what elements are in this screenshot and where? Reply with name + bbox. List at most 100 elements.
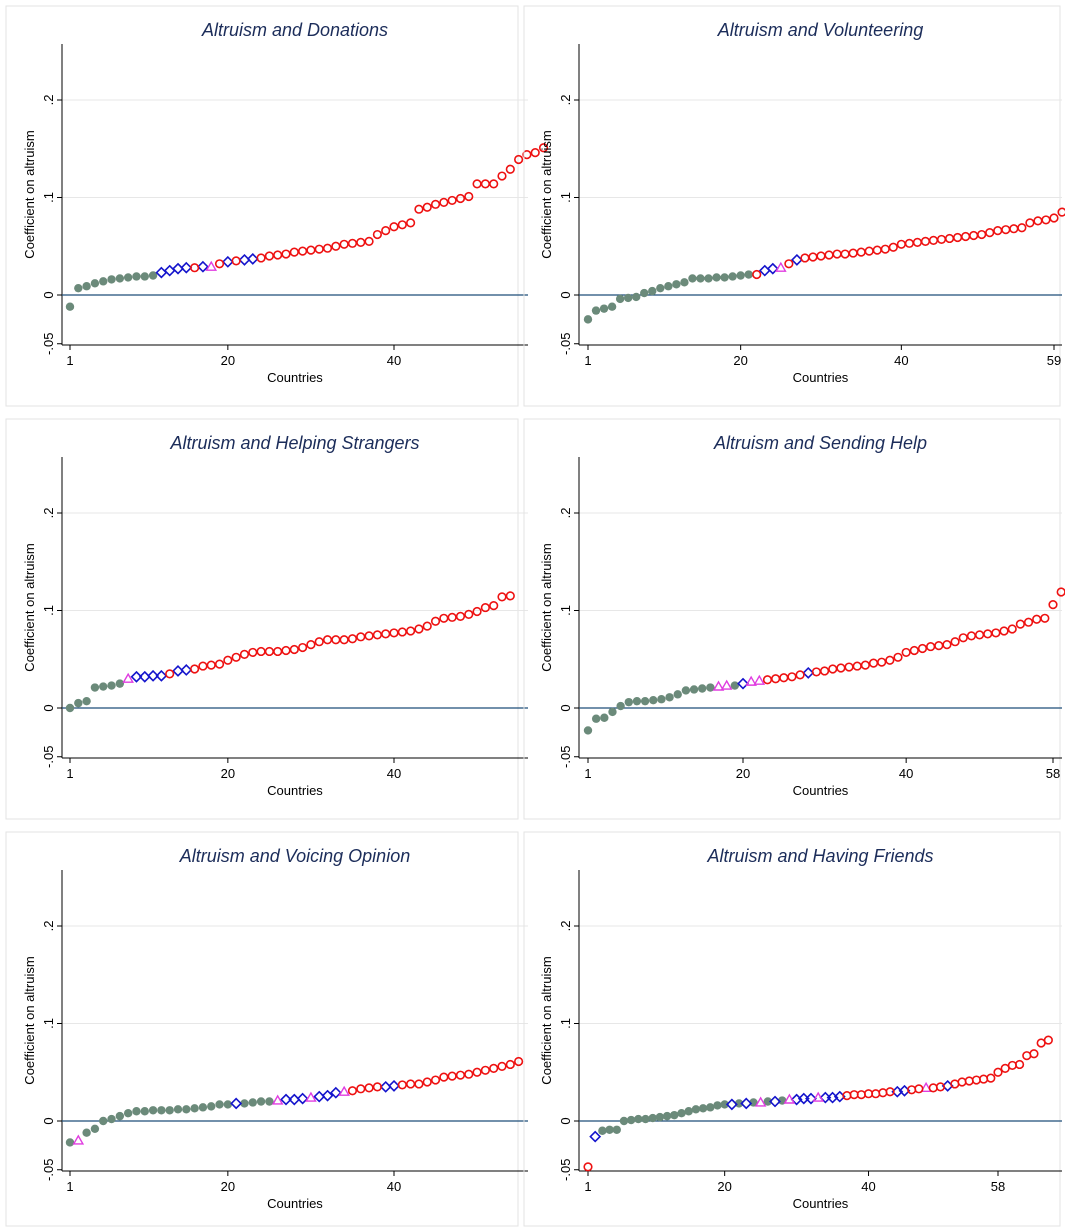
data-point bbox=[860, 660, 870, 670]
y-tick-label: -.05 bbox=[41, 746, 56, 768]
x-tick-label: 40 bbox=[861, 1179, 875, 1194]
chart-panel: Altruism and Sending Help -.05 0 .1 .2 1 20 40 5… bbox=[523, 418, 1065, 820]
data-point bbox=[730, 681, 740, 690]
data-point bbox=[885, 1087, 895, 1097]
x-tick-label: 20 bbox=[733, 353, 747, 368]
data-point bbox=[190, 664, 200, 674]
data-point bbox=[1040, 613, 1050, 623]
data-point bbox=[215, 1100, 224, 1109]
data-point bbox=[641, 1114, 650, 1124]
y-axis-label: Coefficient on altruism bbox=[539, 956, 554, 1084]
data-point bbox=[289, 644, 299, 655]
data-point bbox=[688, 274, 697, 283]
data-point bbox=[74, 283, 83, 293]
data-point bbox=[600, 713, 609, 722]
data-point bbox=[190, 263, 200, 273]
data-point bbox=[265, 1097, 274, 1106]
x-tick-label: 20 bbox=[221, 1179, 235, 1194]
data-point bbox=[314, 637, 324, 647]
data-point bbox=[766, 262, 779, 275]
data-point bbox=[99, 277, 108, 286]
chart-title: Altruism and Voicing Opinion bbox=[179, 846, 410, 866]
x-tick-label: 40 bbox=[894, 353, 908, 368]
data-point bbox=[640, 696, 650, 706]
data-point bbox=[655, 1112, 665, 1122]
y-tick-label: .1 bbox=[558, 605, 573, 616]
data-point bbox=[999, 626, 1009, 636]
chart-title: Altruism and Donations bbox=[201, 20, 388, 40]
y-axis-label: Coefficient on altruism bbox=[539, 130, 554, 258]
y-tick-label: -.05 bbox=[558, 333, 573, 355]
data-point bbox=[623, 293, 633, 303]
data-point bbox=[414, 624, 424, 634]
y-tick-label: .1 bbox=[41, 192, 56, 203]
data-point bbox=[787, 672, 797, 682]
data-point bbox=[514, 154, 524, 165]
x-tick-label: 20 bbox=[717, 1179, 731, 1194]
y-tick-label: .2 bbox=[41, 95, 56, 106]
x-tick-label: 58 bbox=[991, 1179, 1005, 1194]
data-point bbox=[632, 292, 641, 302]
data-point bbox=[1048, 600, 1058, 610]
data-point bbox=[819, 666, 830, 676]
y-tick-label: .2 bbox=[558, 921, 573, 932]
data-point bbox=[607, 302, 617, 311]
data-point bbox=[306, 640, 316, 650]
data-point bbox=[684, 1107, 693, 1116]
data-point bbox=[745, 675, 757, 686]
panel-frame bbox=[523, 831, 1061, 1227]
data-point bbox=[388, 1079, 400, 1092]
data-point bbox=[583, 726, 593, 735]
data-point bbox=[950, 637, 960, 647]
data-point bbox=[165, 669, 175, 679]
data-point bbox=[115, 274, 125, 283]
data-point bbox=[422, 202, 432, 212]
data-point bbox=[364, 631, 374, 641]
data-point bbox=[713, 1101, 722, 1110]
x-tick-label: 1 bbox=[66, 1179, 73, 1194]
x-axis-label: Countries bbox=[267, 370, 323, 385]
x-tick-label: 1 bbox=[66, 353, 73, 368]
data-point bbox=[372, 229, 382, 240]
y-tick-label: 0 bbox=[41, 1117, 56, 1124]
data-point bbox=[775, 261, 787, 272]
data-point bbox=[205, 260, 218, 271]
data-point bbox=[147, 669, 160, 682]
data-point bbox=[626, 1115, 636, 1125]
data-point bbox=[958, 633, 968, 643]
data-point bbox=[681, 686, 691, 695]
data-point bbox=[223, 655, 233, 665]
data-point bbox=[414, 204, 424, 214]
data-point bbox=[522, 150, 532, 160]
x-tick-label: 1 bbox=[584, 766, 591, 781]
data-point bbox=[505, 591, 515, 601]
data-point bbox=[256, 253, 266, 263]
data-point bbox=[273, 250, 283, 260]
y-tick-label: 0 bbox=[558, 704, 573, 711]
data-point bbox=[1049, 213, 1059, 223]
data-point bbox=[880, 244, 890, 254]
data-point bbox=[634, 1114, 643, 1124]
data-point bbox=[372, 1082, 382, 1092]
data-point bbox=[180, 664, 193, 676]
data-point bbox=[115, 679, 125, 688]
data-point bbox=[736, 271, 745, 280]
x-tick-label: 40 bbox=[387, 766, 401, 781]
data-point bbox=[372, 630, 382, 640]
chart-title: Altruism and Having Friends bbox=[706, 846, 933, 866]
data-point bbox=[901, 647, 911, 658]
data-point bbox=[422, 1077, 432, 1087]
x-tick-label: 1 bbox=[584, 353, 591, 368]
y-tick-label: .2 bbox=[558, 508, 573, 519]
x-axis-label: Countries bbox=[267, 783, 323, 798]
data-point bbox=[356, 632, 366, 642]
data-point bbox=[665, 693, 674, 702]
data-point bbox=[455, 1070, 466, 1080]
data-point bbox=[1057, 207, 1065, 217]
y-tick-label: 0 bbox=[558, 291, 573, 298]
data-point bbox=[115, 1111, 125, 1121]
x-tick-label: 20 bbox=[736, 766, 750, 781]
y-axis-label: Coefficient on altruism bbox=[22, 956, 37, 1084]
data-point bbox=[1023, 617, 1034, 627]
data-point bbox=[888, 242, 898, 252]
